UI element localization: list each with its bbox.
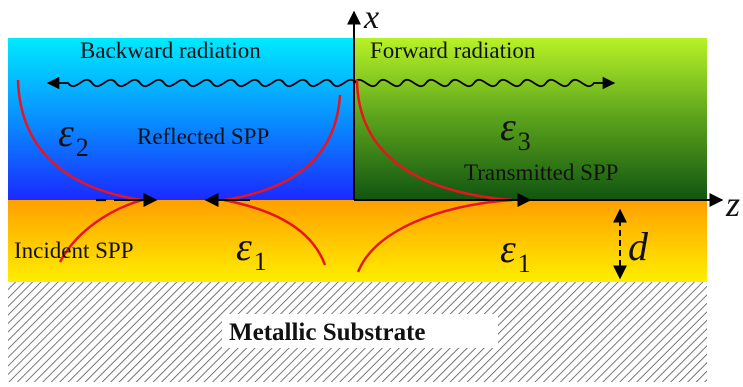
epsilon-3-label: ε3: [500, 104, 531, 156]
reflected-spp-profile-lower: [223, 198, 327, 266]
incident-spp-profile-lower: [58, 198, 143, 263]
epsilon-1-left-label: ε1: [236, 224, 267, 276]
forward-radiation-wave: [353, 76, 616, 90]
forward-radiation-label: Forward radiation: [370, 38, 536, 63]
backward-radiation-label: Backward radiation: [80, 38, 261, 63]
x-axis-label: x: [363, 0, 379, 36]
substrate-label: Metallic Substrate: [229, 319, 425, 346]
backward-radiation-wave: [46, 76, 357, 90]
transmitted-spp-label: Transmitted SPP: [464, 160, 618, 185]
transmitted-spp-profile-lower: [356, 198, 513, 273]
z-axis-label: z: [725, 184, 740, 224]
reflected-spp-label: Reflected SPP: [137, 124, 269, 149]
incident-spp-label: Incident SPP: [14, 238, 133, 263]
epsilon-1-right-label: ε1: [500, 226, 531, 278]
reflected-spp-profile-upper: [223, 94, 342, 202]
epsilon-2-label: ε2: [58, 110, 89, 162]
transmitted-spp-profile-upper: [355, 79, 513, 202]
incident-spp-profile-upper: [16, 79, 143, 202]
substrate-label-background: [222, 314, 498, 348]
dielectric-layer: [8, 200, 707, 282]
thickness-label: d: [628, 224, 649, 269]
